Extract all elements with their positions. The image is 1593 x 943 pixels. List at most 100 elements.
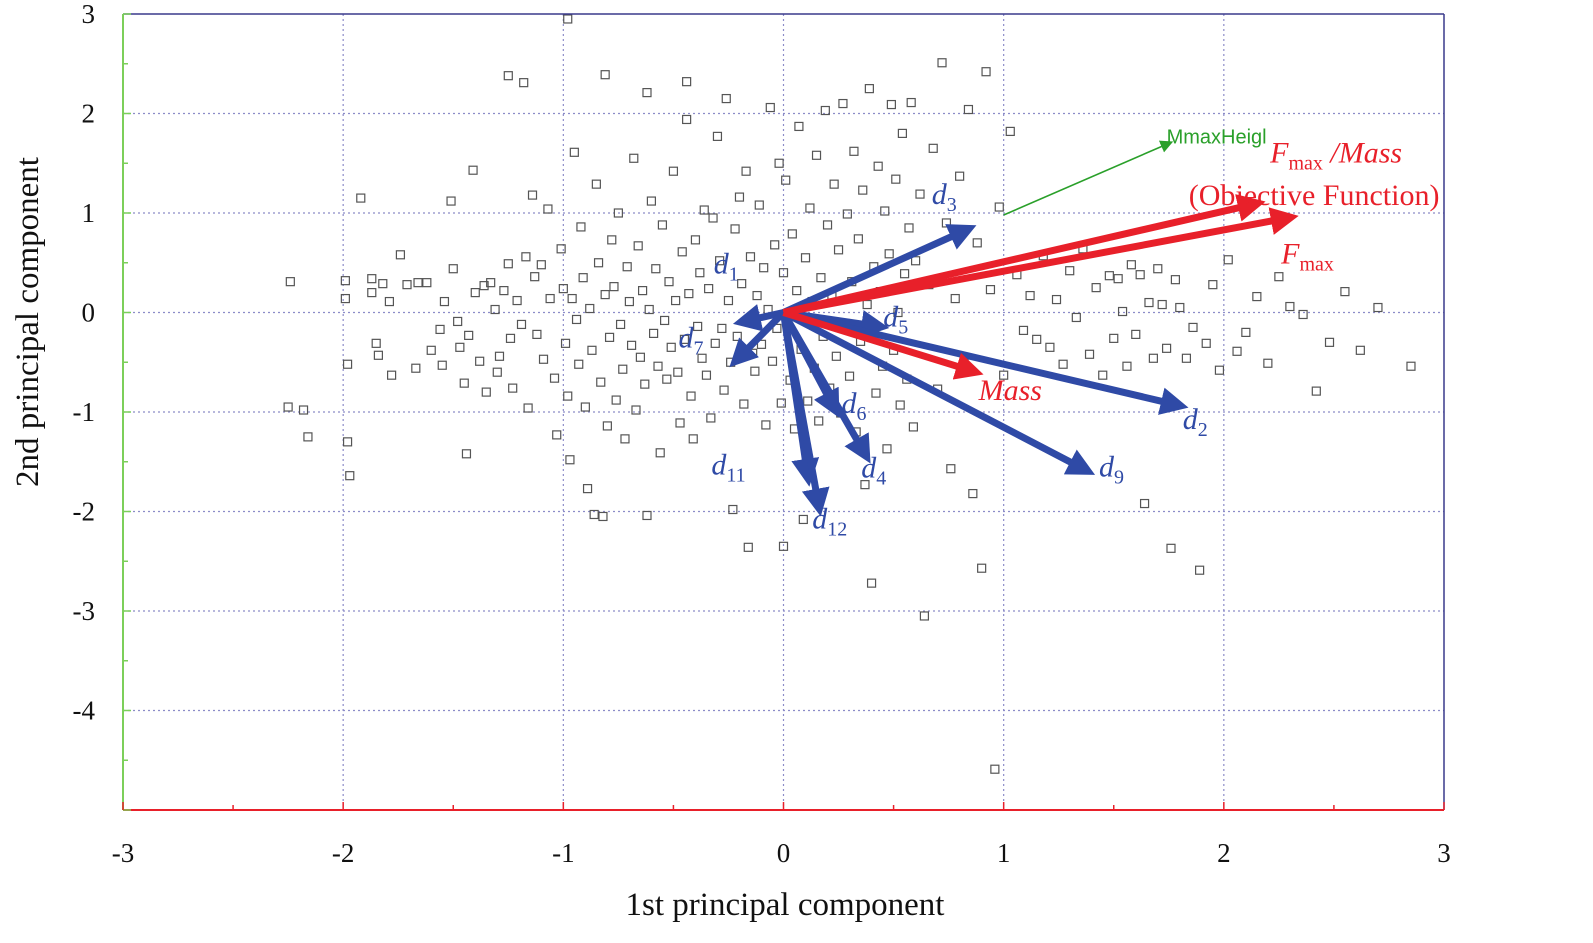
data-point: [721, 93, 731, 104]
data-point: [671, 295, 681, 306]
data-point: [668, 166, 679, 176]
data-point: [695, 268, 705, 278]
data-point: [459, 378, 469, 388]
data-point: [908, 422, 918, 432]
data-point: [1181, 353, 1192, 363]
data-point: [1144, 297, 1154, 308]
data-point: [759, 263, 769, 273]
data-point: [657, 220, 668, 230]
data-point: [461, 449, 472, 459]
axes: [122, 13, 1445, 811]
data-point: [508, 383, 518, 393]
data-point: [765, 102, 775, 113]
data-point: [446, 196, 456, 206]
data-point: [565, 455, 575, 465]
data-point: [516, 319, 527, 330]
data-point: [563, 14, 573, 24]
data-point: [560, 338, 571, 348]
data-point: [712, 131, 723, 141]
data-point: [629, 153, 639, 163]
vector-mmaxheigl: [1003, 140, 1174, 216]
data-point: [602, 421, 612, 431]
data-point: [519, 78, 529, 88]
vector-label: d5: [883, 300, 908, 338]
data-point: [820, 105, 830, 116]
data-point: [527, 190, 538, 200]
data-point: [690, 235, 701, 245]
data-point: [1065, 266, 1075, 276]
data-point: [378, 279, 388, 289]
data-point: [340, 293, 350, 304]
x-tick-label: 1: [997, 838, 1011, 868]
data-point: [893, 307, 903, 318]
vector-f-max: [782, 207, 1299, 316]
data-point: [490, 304, 500, 315]
data-point: [1091, 283, 1101, 293]
data-point: [437, 360, 447, 370]
data-point: [1025, 290, 1035, 301]
data-point: [871, 388, 881, 398]
y-tick-label: 0: [82, 298, 96, 328]
data-point: [598, 511, 608, 522]
data-point: [642, 88, 652, 98]
data-point: [556, 244, 566, 254]
data-point: [589, 509, 599, 520]
data-point: [682, 77, 692, 87]
x-axis-title: 1st principal component: [626, 887, 945, 923]
data-point: [543, 204, 553, 214]
data-point: [662, 374, 672, 384]
data-point: [1223, 255, 1233, 265]
data-point: [972, 238, 982, 248]
vector-label: Fmax: [1280, 238, 1334, 276]
data-point: [470, 288, 480, 298]
data-point: [1175, 302, 1185, 313]
data-point: [512, 295, 522, 306]
data-point: [1195, 565, 1205, 575]
data-point: [395, 250, 406, 260]
x-tick-label: 2: [1217, 838, 1231, 868]
data-point: [794, 121, 804, 132]
data-point: [955, 171, 965, 181]
data-point: [371, 338, 381, 348]
vector-label: d6: [841, 387, 866, 425]
data-point: [1157, 299, 1167, 310]
data-point: [576, 222, 586, 232]
data-point: [1161, 343, 1172, 353]
data-point: [717, 323, 727, 334]
data-point: [754, 200, 764, 210]
vector-labels: d1 d7 d3 d5 d2 d9 d6 d4 d11 d12 Fmax /Mass (Objecti…: [679, 126, 1440, 540]
data-point: [688, 434, 698, 444]
data-point: [283, 402, 293, 412]
data-point: [600, 70, 610, 80]
data-point: [1285, 301, 1295, 312]
data-point: [1135, 270, 1145, 280]
data-point: [963, 104, 974, 115]
data-point: [530, 272, 540, 282]
vector-label: Mass: [978, 374, 1042, 407]
tick-labels: -3 -2 -1 0 1 2 3 -4 -3 -2 -1 0 1 2 3: [73, 0, 1451, 868]
data-point: [1201, 338, 1211, 348]
data-point: [774, 158, 784, 168]
vector-d-7: [729, 310, 786, 368]
x-tick-label: -1: [552, 838, 575, 868]
data-point: [999, 370, 1009, 380]
vector-label: d2: [1183, 403, 1208, 441]
data-point: [1274, 272, 1284, 282]
data-point: [781, 175, 791, 185]
vector-label: d7: [679, 321, 704, 359]
data-point: [536, 260, 546, 270]
data-point: [532, 329, 542, 339]
data-point: [899, 269, 910, 279]
data-point: [558, 284, 568, 294]
data-point: [719, 385, 729, 395]
data-point: [946, 464, 956, 474]
data-point: [723, 295, 734, 306]
data-point: [730, 224, 740, 234]
data-point: [994, 202, 1004, 212]
vector-label: d9: [1099, 451, 1124, 489]
data-point: [552, 430, 562, 440]
data-point: [367, 274, 377, 284]
data-point: [620, 434, 630, 444]
data-point: [342, 359, 353, 369]
y-tick-label: -1: [73, 397, 96, 427]
